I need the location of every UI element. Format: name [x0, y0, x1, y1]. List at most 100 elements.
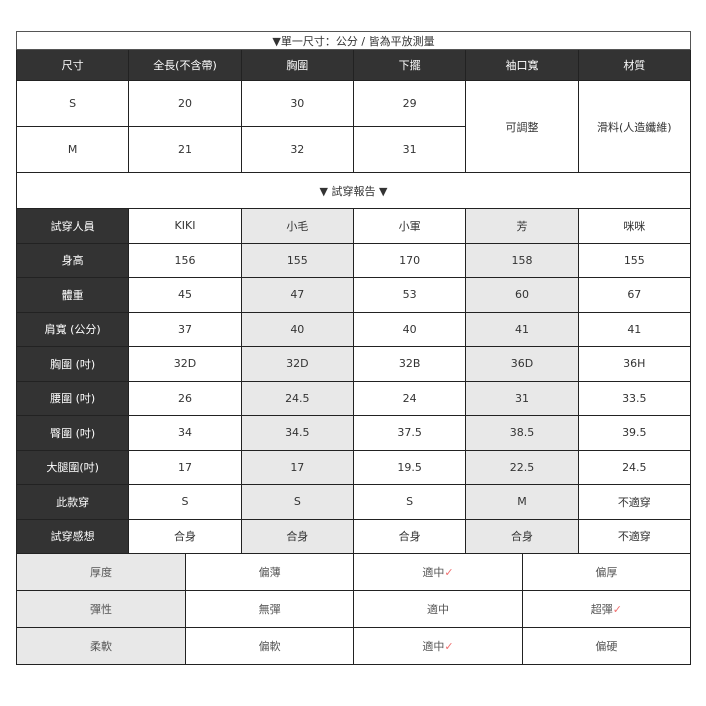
- report-cell: 37: [128, 311, 242, 347]
- report-cell: 36H: [577, 346, 692, 382]
- option-label: 適中: [426, 603, 449, 616]
- row-label: 身高: [15, 242, 130, 278]
- fabric-table: 厚度 偏薄 適中✓ 偏厚 彈性 無彈 適中 超彈✓ 柔軟 偏軟 適中✓ 偏硬: [16, 553, 692, 665]
- cuff-cell: 可調整: [465, 80, 579, 173]
- table-row: 體重 45 47 53 60 67: [15, 277, 692, 313]
- report-cell: 17: [240, 449, 354, 485]
- header-cuff: 袖口寬: [465, 49, 579, 81]
- row-label: 此款穿: [15, 484, 130, 520]
- row-label: 肩寬 (公分): [15, 311, 130, 347]
- report-cell: 155: [577, 242, 692, 278]
- fabric-option: 偏軟: [184, 627, 355, 665]
- row-label: 臀圍 (吋): [15, 415, 130, 451]
- table-row: 身高 156 155 170 158 155: [15, 242, 692, 278]
- chest-cell: 32: [240, 126, 354, 173]
- report-cell: 155: [240, 242, 354, 278]
- check-icon: ✓: [612, 603, 622, 616]
- report-cell: 26: [128, 380, 242, 416]
- report-cell: 合身: [465, 518, 579, 554]
- report-cell: 53: [352, 277, 467, 313]
- report-cell: 合身: [240, 518, 354, 554]
- fabric-option: 無彈: [184, 590, 355, 628]
- chest-cell: 30: [240, 80, 354, 127]
- length-cell: 20: [128, 80, 242, 127]
- table-row: 腰圍 (吋) 26 24.5 24 31 33.5: [15, 380, 692, 416]
- option-label: 適中: [422, 640, 445, 653]
- size-cell: S: [15, 80, 130, 127]
- report-cell: M: [465, 484, 579, 520]
- fabric-option: 偏厚: [521, 553, 692, 591]
- report-cell: 32D: [240, 346, 354, 382]
- report-cell: 19.5: [352, 449, 467, 485]
- length-cell: 21: [128, 126, 242, 173]
- fabric-option: 偏硬: [521, 627, 692, 665]
- report-cell: 38.5: [465, 415, 579, 451]
- fabric-option: 適中✓: [353, 553, 523, 591]
- header-material: 材質: [577, 49, 692, 81]
- table-row: M 21 32 31: [15, 126, 691, 173]
- report-cell: S: [240, 484, 354, 520]
- report-cell: 24.5: [240, 380, 354, 416]
- report-cell: 芳: [465, 208, 579, 244]
- report-cell: 小軍: [352, 208, 467, 244]
- size-table: ▼單一尺寸：公分 / 皆為平放測量 尺寸 全長(不含帶) 胸圍 下擺 袖口寬 材…: [15, 31, 692, 209]
- table-row: 臀圍 (吋) 34 34.5 37.5 38.5 39.5: [15, 415, 692, 451]
- fabric-label: 柔軟: [16, 627, 186, 665]
- report-cell: 156: [128, 242, 242, 278]
- option-label: 無彈: [258, 603, 281, 616]
- report-cell: 小毛: [240, 208, 354, 244]
- table-row: 試穿人員 KIKI 小毛 小軍芳咪咪: [15, 208, 692, 244]
- table-row: 此款穿 S S S M 不適穿: [15, 484, 692, 520]
- report-cell: 60: [465, 277, 579, 313]
- report-cell: 41: [465, 311, 579, 347]
- size-cell: M: [15, 126, 130, 173]
- report-cell: 158: [465, 242, 579, 278]
- report-cell: 37.5: [352, 415, 467, 451]
- table-row: 厚度 偏薄 適中✓ 偏厚: [16, 553, 692, 591]
- check-icon: ✓: [444, 566, 454, 579]
- check-icon: ✓: [444, 640, 454, 653]
- option-label: 適中: [422, 566, 445, 579]
- table-row: 肩寬 (公分) 37 40 40 41 41: [15, 311, 692, 347]
- report-cell: 39.5: [577, 415, 692, 451]
- table-row: 胸圍 (吋) 32D 32D 32B 36D 36H: [15, 346, 692, 382]
- report-cell: S: [352, 484, 467, 520]
- row-label: 試穿人員: [15, 208, 130, 244]
- row-label: 體重: [15, 277, 130, 313]
- header-length: 全長(不含帶): [128, 49, 242, 81]
- fitting-report-table: 試穿人員 KIKI 小毛 小軍芳咪咪 身高 156 155 170 158 155 體重 45 47 53…: [15, 208, 692, 554]
- table-row: 試穿感想 合身 合身 合身 合身 不適穿: [15, 518, 692, 554]
- header-size: 尺寸: [15, 49, 130, 81]
- header-chest: 胸圍: [240, 49, 354, 81]
- report-cell: 33.5: [577, 380, 692, 416]
- report-cell: 31: [465, 380, 579, 416]
- report-cell: 45: [128, 277, 242, 313]
- fabric-option: 適中: [353, 590, 523, 628]
- header-hem: 下擺: [352, 49, 467, 81]
- report-cell: 32D: [128, 346, 242, 382]
- hem-cell: 31: [352, 126, 467, 173]
- material-cell: 滑料(人造纖維): [577, 80, 692, 173]
- table-row: 大腿圍(吋) 17 17 19.5 22.5 24.5: [15, 449, 692, 485]
- table-row: 柔軟 偏軟 適中✓ 偏硬: [16, 627, 692, 665]
- report-cell: 40: [240, 311, 354, 347]
- report-cell: 41: [577, 311, 692, 347]
- report-cell: 24: [352, 380, 467, 416]
- row-label: 胸圍 (吋): [15, 346, 130, 382]
- report-cell: 170: [352, 242, 467, 278]
- row-label: 試穿感想: [15, 518, 130, 554]
- report-cell: 合身: [128, 518, 242, 554]
- table-row: 彈性 無彈 適中 超彈✓: [16, 590, 692, 628]
- report-cell: 36D: [465, 346, 579, 382]
- report-cell: 17: [128, 449, 242, 485]
- row-label: 腰圍 (吋): [15, 380, 130, 416]
- fabric-label: 厚度: [16, 553, 186, 591]
- report-cell: 67: [577, 277, 692, 313]
- option-label: 偏薄: [258, 566, 281, 579]
- fabric-option: 偏薄: [184, 553, 355, 591]
- report-title: ▼ 試穿報告 ▼: [16, 172, 691, 209]
- fabric-label: 彈性: [16, 590, 186, 628]
- option-label: 超彈: [590, 603, 613, 616]
- report-cell: S: [128, 484, 242, 520]
- report-cell: 咪咪: [577, 208, 692, 244]
